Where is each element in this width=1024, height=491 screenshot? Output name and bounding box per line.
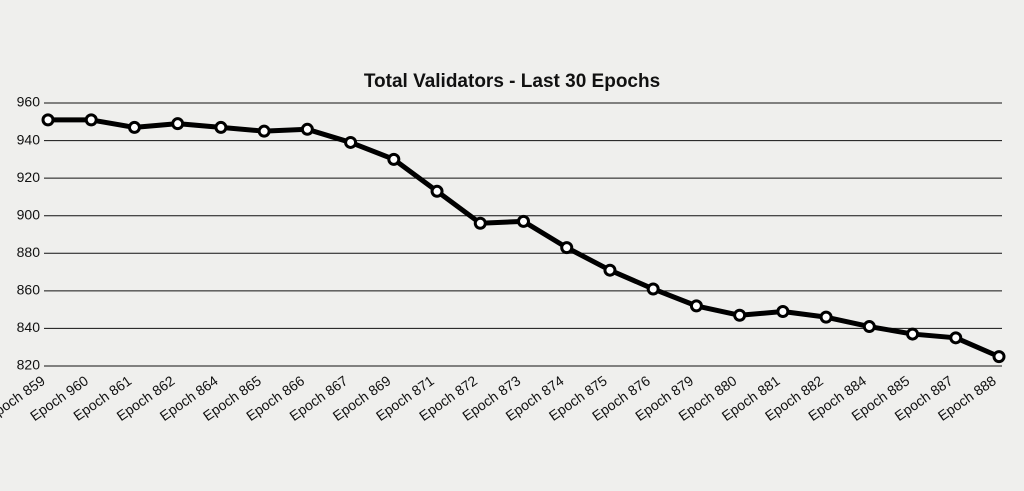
point bbox=[819, 310, 833, 324]
point bbox=[992, 350, 1006, 364]
point bbox=[127, 120, 141, 134]
point bbox=[430, 184, 444, 198]
point bbox=[603, 263, 617, 277]
y-tick-label: 820 bbox=[17, 357, 41, 373]
y-tick-label: 840 bbox=[17, 319, 41, 335]
point bbox=[733, 308, 747, 322]
y-tick-label: 900 bbox=[17, 206, 41, 222]
y-tick-label: 920 bbox=[17, 169, 41, 185]
point bbox=[387, 152, 401, 166]
y-tick-label: 880 bbox=[17, 244, 41, 260]
point bbox=[646, 282, 660, 296]
point bbox=[689, 299, 703, 313]
chart-title: Total Validators - Last 30 Epochs bbox=[364, 71, 660, 92]
point bbox=[776, 305, 790, 319]
y-tick-label: 960 bbox=[17, 94, 41, 110]
point bbox=[517, 214, 530, 228]
y-tick-label: 860 bbox=[17, 282, 41, 298]
point bbox=[560, 241, 574, 255]
point bbox=[41, 113, 55, 127]
point bbox=[214, 120, 228, 134]
point bbox=[906, 327, 920, 341]
point bbox=[300, 122, 314, 136]
point bbox=[949, 331, 963, 345]
point bbox=[344, 135, 358, 149]
point bbox=[84, 113, 98, 127]
point bbox=[862, 320, 876, 334]
point bbox=[473, 216, 487, 230]
point bbox=[171, 117, 185, 131]
point bbox=[257, 124, 271, 138]
y-tick-label: 940 bbox=[17, 131, 41, 147]
